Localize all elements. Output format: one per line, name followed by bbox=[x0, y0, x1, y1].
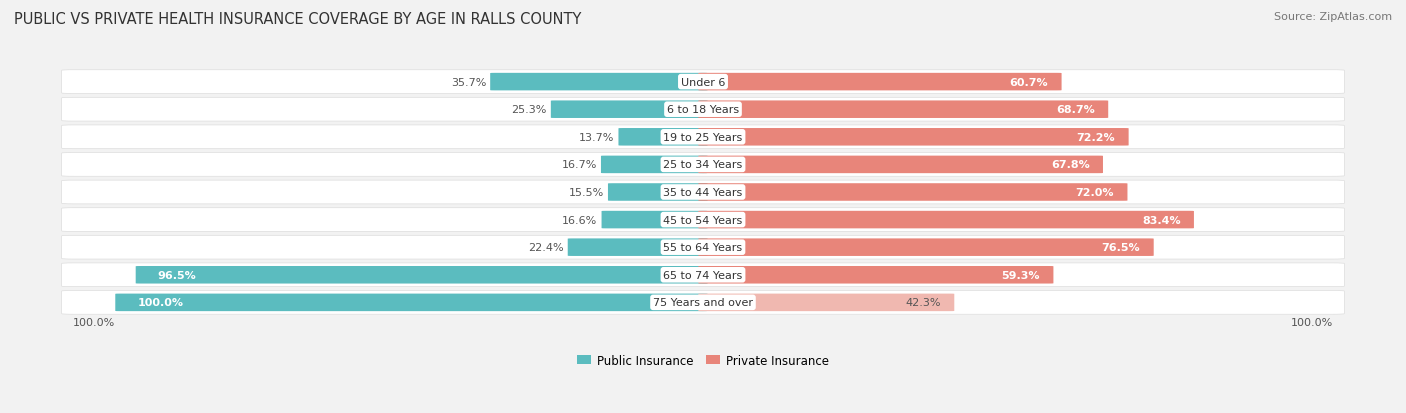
FancyBboxPatch shape bbox=[699, 184, 1128, 201]
Text: 76.5%: 76.5% bbox=[1102, 242, 1140, 253]
Text: 60.7%: 60.7% bbox=[1010, 77, 1047, 88]
Text: 15.5%: 15.5% bbox=[568, 188, 605, 197]
Text: Under 6: Under 6 bbox=[681, 77, 725, 88]
FancyBboxPatch shape bbox=[551, 101, 707, 119]
Text: 59.3%: 59.3% bbox=[1001, 270, 1040, 280]
Text: 75 Years and over: 75 Years and over bbox=[652, 298, 754, 308]
FancyBboxPatch shape bbox=[62, 71, 1344, 94]
Text: 65 to 74 Years: 65 to 74 Years bbox=[664, 270, 742, 280]
FancyBboxPatch shape bbox=[62, 98, 1344, 122]
Text: 68.7%: 68.7% bbox=[1056, 105, 1095, 115]
FancyBboxPatch shape bbox=[62, 236, 1344, 259]
Text: 96.5%: 96.5% bbox=[157, 270, 197, 280]
Text: 22.4%: 22.4% bbox=[529, 242, 564, 253]
FancyBboxPatch shape bbox=[607, 184, 707, 201]
FancyBboxPatch shape bbox=[491, 74, 707, 91]
Text: 16.7%: 16.7% bbox=[561, 160, 598, 170]
Text: 55 to 64 Years: 55 to 64 Years bbox=[664, 242, 742, 253]
Text: 72.2%: 72.2% bbox=[1077, 133, 1115, 142]
FancyBboxPatch shape bbox=[136, 266, 707, 284]
FancyBboxPatch shape bbox=[115, 294, 707, 311]
FancyBboxPatch shape bbox=[699, 294, 955, 311]
FancyBboxPatch shape bbox=[602, 211, 707, 229]
Text: 100.0%: 100.0% bbox=[1291, 318, 1333, 328]
FancyBboxPatch shape bbox=[699, 239, 1154, 256]
Text: 67.8%: 67.8% bbox=[1050, 160, 1090, 170]
Text: 100.0%: 100.0% bbox=[73, 318, 115, 328]
FancyBboxPatch shape bbox=[699, 129, 1129, 146]
FancyBboxPatch shape bbox=[699, 211, 1194, 229]
Text: 25.3%: 25.3% bbox=[512, 105, 547, 115]
Text: 19 to 25 Years: 19 to 25 Years bbox=[664, 133, 742, 142]
Text: 13.7%: 13.7% bbox=[579, 133, 614, 142]
FancyBboxPatch shape bbox=[699, 266, 1053, 284]
Text: 16.6%: 16.6% bbox=[562, 215, 598, 225]
Text: 83.4%: 83.4% bbox=[1142, 215, 1181, 225]
Text: 35.7%: 35.7% bbox=[451, 77, 486, 88]
Text: 45 to 54 Years: 45 to 54 Years bbox=[664, 215, 742, 225]
FancyBboxPatch shape bbox=[62, 153, 1344, 177]
FancyBboxPatch shape bbox=[62, 180, 1344, 204]
Text: PUBLIC VS PRIVATE HEALTH INSURANCE COVERAGE BY AGE IN RALLS COUNTY: PUBLIC VS PRIVATE HEALTH INSURANCE COVER… bbox=[14, 12, 582, 27]
FancyBboxPatch shape bbox=[699, 156, 1102, 174]
Text: 100.0%: 100.0% bbox=[138, 298, 183, 308]
FancyBboxPatch shape bbox=[600, 156, 707, 174]
Text: 35 to 44 Years: 35 to 44 Years bbox=[664, 188, 742, 197]
Text: Source: ZipAtlas.com: Source: ZipAtlas.com bbox=[1274, 12, 1392, 22]
FancyBboxPatch shape bbox=[62, 291, 1344, 314]
FancyBboxPatch shape bbox=[699, 74, 1062, 91]
Text: 25 to 34 Years: 25 to 34 Years bbox=[664, 160, 742, 170]
FancyBboxPatch shape bbox=[568, 239, 707, 256]
FancyBboxPatch shape bbox=[62, 126, 1344, 150]
FancyBboxPatch shape bbox=[699, 101, 1108, 119]
Text: 42.3%: 42.3% bbox=[905, 298, 941, 308]
FancyBboxPatch shape bbox=[619, 129, 707, 146]
Text: 6 to 18 Years: 6 to 18 Years bbox=[666, 105, 740, 115]
FancyBboxPatch shape bbox=[62, 263, 1344, 287]
FancyBboxPatch shape bbox=[62, 208, 1344, 232]
Legend: Public Insurance, Private Insurance: Public Insurance, Private Insurance bbox=[572, 349, 834, 372]
Text: 72.0%: 72.0% bbox=[1076, 188, 1114, 197]
